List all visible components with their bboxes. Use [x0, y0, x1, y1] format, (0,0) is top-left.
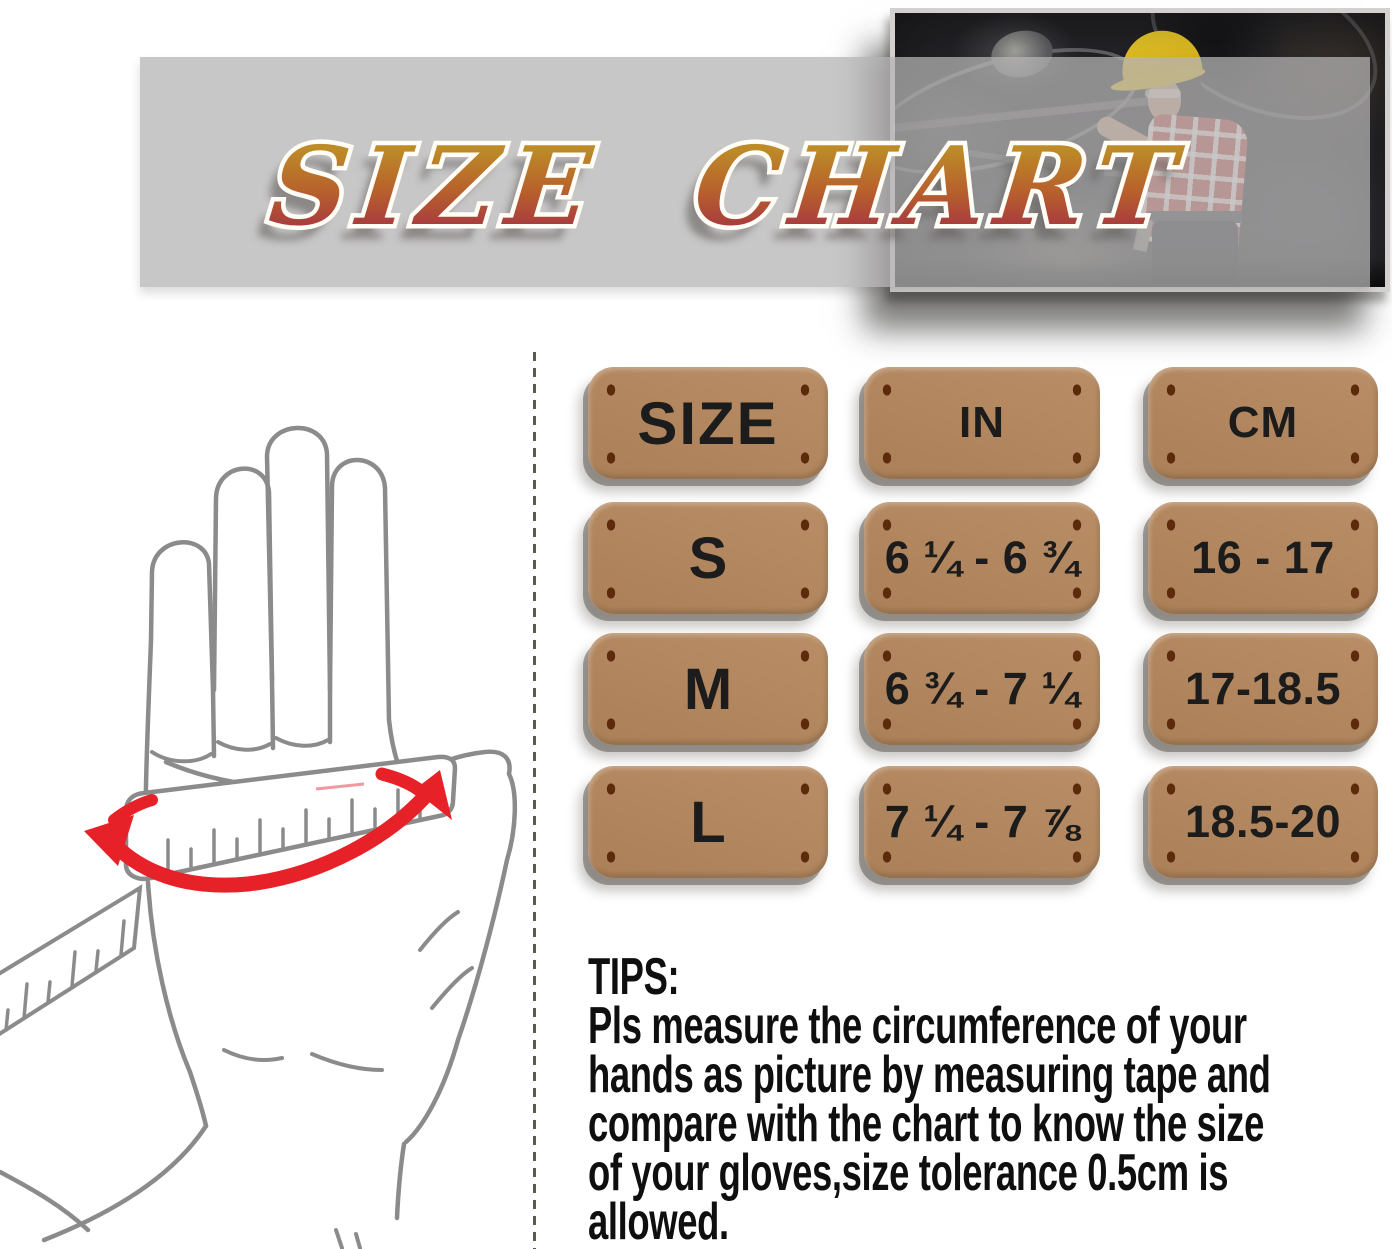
tips-line: allowed. — [588, 1193, 729, 1249]
in-range-l: 7 ¼ - 7 ⅞ — [864, 766, 1100, 878]
size-cell-s: S — [588, 502, 828, 614]
title-banner — [140, 57, 1370, 287]
page-title-text: SIZE CHART — [264, 124, 1192, 250]
rivets — [588, 367, 828, 479]
cm-range-s: 16 - 17 — [1148, 502, 1378, 614]
size-column-header: SIZE — [588, 367, 828, 479]
page-title: SIZE CHART SIZE CHART — [140, 57, 1370, 287]
measuring-tape-tail — [0, 884, 143, 1036]
tips-heading: TIPS: — [588, 948, 680, 1006]
rivets — [864, 367, 1100, 479]
rivets — [588, 502, 828, 614]
rivets — [588, 633, 828, 745]
size-table: SIZE IN CM S 6 ¼ - 6 ¾ 16 - 17 M 6 ¾ — [588, 367, 1378, 879]
cm-range-m: 17-18.5 — [1148, 633, 1378, 745]
measuring-tape-band — [123, 754, 458, 882]
rivets — [1148, 367, 1378, 479]
rivets — [864, 766, 1100, 878]
rivets — [1148, 766, 1378, 878]
in-range-m: 6 ¾ - 7 ¼ — [864, 633, 1100, 745]
circumference-arrow-icon — [84, 767, 452, 893]
rivets — [864, 633, 1100, 745]
in-range-s: 6 ¼ - 6 ¾ — [864, 502, 1100, 614]
size-cell-l: L — [588, 766, 828, 878]
in-column-header: IN — [864, 367, 1100, 479]
dashed-divider — [533, 352, 536, 1249]
hand-measurement-diagram — [0, 425, 518, 1249]
cm-column-header: CM — [1148, 367, 1378, 479]
rivets — [588, 766, 828, 878]
rivets — [1148, 502, 1378, 614]
rivets — [1148, 633, 1378, 745]
tips-line: of your gloves,size tolerance 0.5cm is — [588, 1144, 1229, 1202]
tips-line: hands as picture by measuring tape and — [588, 1046, 1271, 1104]
tips-line: Pls measure the circumference of your — [588, 997, 1247, 1055]
rivets — [864, 502, 1100, 614]
cm-range-l: 18.5-20 — [1148, 766, 1378, 878]
tips-section: TIPS: Pls measure the circumference of y… — [588, 948, 1271, 1249]
tips-line: compare with the chart to know the size — [588, 1095, 1265, 1153]
size-cell-m: M — [588, 633, 828, 745]
